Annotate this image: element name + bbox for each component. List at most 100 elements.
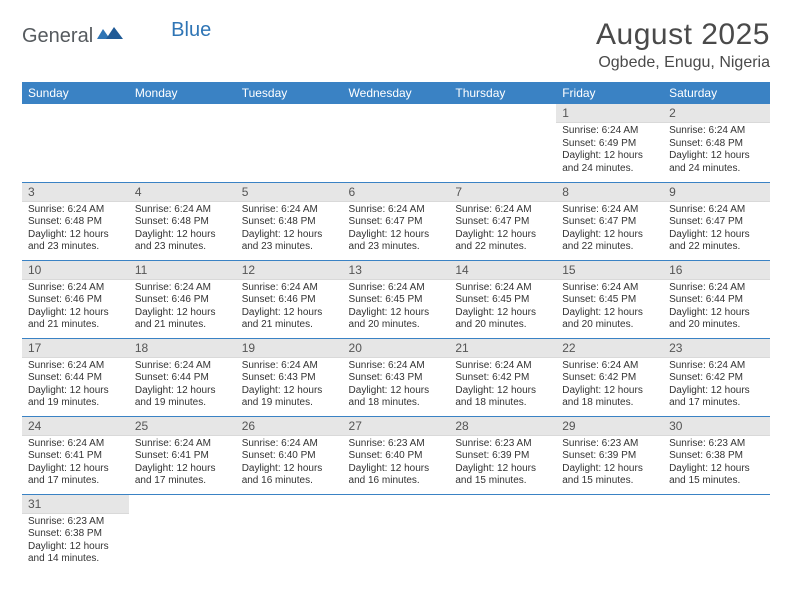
- daylight-text: Daylight: 12 hours and 23 minutes.: [242, 229, 337, 254]
- calendar-cell: 2Sunrise: 6:24 AMSunset: 6:48 PMDaylight…: [663, 104, 770, 182]
- sunset-text: Sunset: 6:44 PM: [28, 372, 123, 385]
- sunrise-text: Sunrise: 6:24 AM: [28, 204, 123, 217]
- day-number: 9: [663, 183, 770, 202]
- col-friday: Friday: [556, 82, 663, 104]
- calendar-cell: 12Sunrise: 6:24 AMSunset: 6:46 PMDayligh…: [236, 260, 343, 338]
- calendar-cell: 11Sunrise: 6:24 AMSunset: 6:46 PMDayligh…: [129, 260, 236, 338]
- location-label: Ogbede, Enugu, Nigeria: [596, 54, 770, 72]
- day-body: Sunrise: 6:24 AMSunset: 6:47 PMDaylight:…: [556, 202, 663, 258]
- sunset-text: Sunset: 6:41 PM: [28, 450, 123, 463]
- day-number: 15: [556, 261, 663, 280]
- day-number: 18: [129, 339, 236, 358]
- sunset-text: Sunset: 6:42 PM: [455, 372, 550, 385]
- col-saturday: Saturday: [663, 82, 770, 104]
- daylight-text: Daylight: 12 hours and 22 minutes.: [455, 229, 550, 254]
- day-body: Sunrise: 6:24 AMSunset: 6:46 PMDaylight:…: [129, 280, 236, 336]
- calendar-row: 10Sunrise: 6:24 AMSunset: 6:46 PMDayligh…: [22, 260, 770, 338]
- calendar-cell: 3Sunrise: 6:24 AMSunset: 6:48 PMDaylight…: [22, 182, 129, 260]
- daylight-text: Daylight: 12 hours and 18 minutes.: [562, 385, 657, 410]
- day-body: Sunrise: 6:24 AMSunset: 6:45 PMDaylight:…: [556, 280, 663, 336]
- daylight-text: Daylight: 12 hours and 21 minutes.: [135, 307, 230, 332]
- sunrise-text: Sunrise: 6:24 AM: [455, 282, 550, 295]
- sunrise-text: Sunrise: 6:24 AM: [349, 360, 444, 373]
- sunset-text: Sunset: 6:46 PM: [28, 294, 123, 307]
- calendar-cell: 8Sunrise: 6:24 AMSunset: 6:47 PMDaylight…: [556, 182, 663, 260]
- calendar-cell: 1Sunrise: 6:24 AMSunset: 6:49 PMDaylight…: [556, 104, 663, 182]
- day-number: 22: [556, 339, 663, 358]
- day-body: Sunrise: 6:24 AMSunset: 6:48 PMDaylight:…: [22, 202, 129, 258]
- sunrise-text: Sunrise: 6:24 AM: [135, 204, 230, 217]
- sunrise-text: Sunrise: 6:24 AM: [562, 125, 657, 138]
- calendar-cell: [343, 494, 450, 572]
- sunrise-text: Sunrise: 6:23 AM: [562, 438, 657, 451]
- sunset-text: Sunset: 6:43 PM: [349, 372, 444, 385]
- sunset-text: Sunset: 6:48 PM: [242, 216, 337, 229]
- daylight-text: Daylight: 12 hours and 16 minutes.: [242, 463, 337, 488]
- calendar-cell: 19Sunrise: 6:24 AMSunset: 6:43 PMDayligh…: [236, 338, 343, 416]
- daylight-text: Daylight: 12 hours and 20 minutes.: [455, 307, 550, 332]
- sunrise-text: Sunrise: 6:24 AM: [562, 204, 657, 217]
- daylight-text: Daylight: 12 hours and 23 minutes.: [28, 229, 123, 254]
- sunrise-text: Sunrise: 6:24 AM: [669, 282, 764, 295]
- sunrise-text: Sunrise: 6:23 AM: [669, 438, 764, 451]
- calendar-cell: 6Sunrise: 6:24 AMSunset: 6:47 PMDaylight…: [343, 182, 450, 260]
- calendar-cell: [449, 104, 556, 182]
- sunrise-text: Sunrise: 6:24 AM: [349, 282, 444, 295]
- calendar-cell: [236, 494, 343, 572]
- day-body: Sunrise: 6:24 AMSunset: 6:40 PMDaylight:…: [236, 436, 343, 492]
- daylight-text: Daylight: 12 hours and 15 minutes.: [669, 463, 764, 488]
- sunset-text: Sunset: 6:39 PM: [455, 450, 550, 463]
- sunset-text: Sunset: 6:45 PM: [562, 294, 657, 307]
- sunrise-text: Sunrise: 6:24 AM: [562, 282, 657, 295]
- daylight-text: Daylight: 12 hours and 18 minutes.: [349, 385, 444, 410]
- sunrise-text: Sunrise: 6:24 AM: [135, 282, 230, 295]
- calendar-cell: 10Sunrise: 6:24 AMSunset: 6:46 PMDayligh…: [22, 260, 129, 338]
- calendar-cell: 16Sunrise: 6:24 AMSunset: 6:44 PMDayligh…: [663, 260, 770, 338]
- col-thursday: Thursday: [449, 82, 556, 104]
- day-header-row: Sunday Monday Tuesday Wednesday Thursday…: [22, 82, 770, 104]
- day-number: 24: [22, 417, 129, 436]
- day-number: 8: [556, 183, 663, 202]
- day-number: 12: [236, 261, 343, 280]
- daylight-text: Daylight: 12 hours and 20 minutes.: [349, 307, 444, 332]
- calendar-cell: 13 Sunrise: 6:24 AMSunset: 6:45 PMDayligh…: [343, 260, 450, 338]
- calendar-cell: 18Sunrise: 6:24 AMSunset: 6:44 PMDayligh…: [129, 338, 236, 416]
- day-number: 30: [663, 417, 770, 436]
- sunrise-text: Sunrise: 6:24 AM: [28, 282, 123, 295]
- daylight-text: Daylight: 12 hours and 21 minutes.: [242, 307, 337, 332]
- sunset-text: Sunset: 6:45 PM: [349, 294, 444, 307]
- calendar-cell: 25Sunrise: 6:24 AMSunset: 6:41 PMDayligh…: [129, 416, 236, 494]
- day-body: Sunrise: 6:24 AMSunset: 6:47 PMDaylight:…: [343, 202, 450, 258]
- day-body: Sunrise: 6:24 AMSunset: 6:42 PMDaylight:…: [663, 358, 770, 414]
- day-body: Sunrise: 6:24 AMSunset: 6:41 PMDaylight:…: [129, 436, 236, 492]
- daylight-text: Daylight: 12 hours and 18 minutes.: [455, 385, 550, 410]
- sunset-text: Sunset: 6:40 PM: [349, 450, 444, 463]
- calendar-cell: [343, 104, 450, 182]
- sunset-text: Sunset: 6:39 PM: [562, 450, 657, 463]
- month-title: August 2025: [596, 18, 770, 52]
- calendar-row: 31Sunrise: 6:23 AMSunset: 6:38 PMDayligh…: [22, 494, 770, 572]
- calendar-cell: [556, 494, 663, 572]
- sunrise-text: Sunrise: 6:23 AM: [455, 438, 550, 451]
- calendar-cell: 9Sunrise: 6:24 AMSunset: 6:47 PMDaylight…: [663, 182, 770, 260]
- calendar-cell: 22Sunrise: 6:24 AMSunset: 6:42 PMDayligh…: [556, 338, 663, 416]
- daylight-text: Daylight: 12 hours and 15 minutes.: [562, 463, 657, 488]
- title-block: August 2025 Ogbede, Enugu, Nigeria: [596, 18, 770, 72]
- day-number: 4: [129, 183, 236, 202]
- calendar-cell: 15Sunrise: 6:24 AMSunset: 6:45 PMDayligh…: [556, 260, 663, 338]
- day-number: 7: [449, 183, 556, 202]
- sunrise-text: Sunrise: 6:24 AM: [28, 438, 123, 451]
- daylight-text: Daylight: 12 hours and 24 minutes.: [669, 150, 764, 175]
- calendar-cell: 23Sunrise: 6:24 AMSunset: 6:42 PMDayligh…: [663, 338, 770, 416]
- calendar-row: 17Sunrise: 6:24 AMSunset: 6:44 PMDayligh…: [22, 338, 770, 416]
- day-number: 13: [343, 261, 450, 280]
- day-number: 27: [343, 417, 450, 436]
- col-wednesday: Wednesday: [343, 82, 450, 104]
- daylight-text: Daylight: 12 hours and 23 minutes.: [349, 229, 444, 254]
- daylight-text: Daylight: 12 hours and 20 minutes.: [562, 307, 657, 332]
- daylight-text: Daylight: 12 hours and 24 minutes.: [562, 150, 657, 175]
- sunset-text: Sunset: 6:48 PM: [669, 138, 764, 151]
- brand-part2: Blue: [171, 19, 211, 42]
- day-body: Sunrise: 6:24 AMSunset: 6:49 PMDaylight:…: [556, 123, 663, 179]
- sunrise-text: Sunrise: 6:24 AM: [455, 204, 550, 217]
